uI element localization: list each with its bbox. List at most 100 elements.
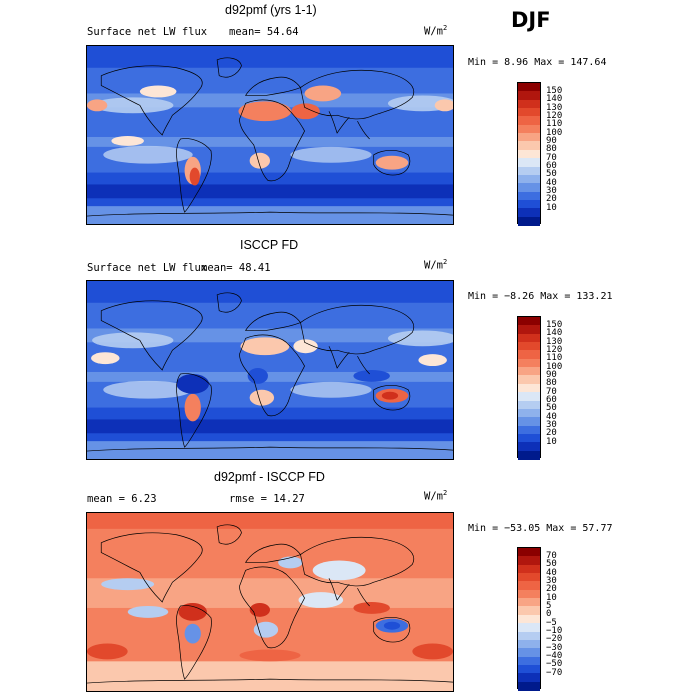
panel-1-variable: Surface net LW flux bbox=[87, 26, 208, 38]
field-contour bbox=[375, 155, 409, 170]
colorbar-swatch bbox=[518, 564, 540, 574]
field-contour bbox=[278, 556, 303, 569]
panel-2-variable: Surface net LW flux bbox=[87, 262, 208, 274]
colorbar-swatch bbox=[518, 673, 540, 683]
colorbar-tick-label: 5 bbox=[546, 600, 552, 611]
colorbar-swatch bbox=[518, 392, 540, 402]
colorbar-swatch bbox=[518, 408, 540, 418]
colorbar-swatch bbox=[518, 108, 540, 117]
field-contour bbox=[127, 605, 169, 618]
colorbar-tick-label: 10 bbox=[546, 592, 557, 603]
colorbar-swatch bbox=[518, 199, 540, 209]
field-contour bbox=[312, 560, 366, 581]
field-band bbox=[87, 441, 453, 459]
colorbar-swatch bbox=[518, 589, 540, 599]
field-band bbox=[87, 513, 453, 529]
colorbar-tick-label: −30 bbox=[546, 642, 563, 653]
colorbar-swatch bbox=[518, 149, 540, 159]
colorbar-swatch bbox=[518, 664, 540, 674]
colorbar-swatch bbox=[518, 124, 540, 134]
colorbar-tick-label: 80 bbox=[546, 144, 557, 155]
field-contour bbox=[92, 332, 174, 349]
coastline bbox=[216, 57, 242, 78]
panel-2-minmax: Min = −8.26 Max = 133.21 bbox=[468, 291, 613, 302]
coastline bbox=[373, 384, 411, 411]
colorbar-tick-label: 60 bbox=[546, 161, 557, 172]
panel-1-map bbox=[86, 45, 454, 225]
panel-1-title: d92pmf (yrs 1-1) bbox=[225, 3, 317, 17]
coastline bbox=[239, 334, 305, 417]
field-contour bbox=[249, 152, 270, 169]
colorbar-tick-label: 50 bbox=[546, 559, 557, 570]
field-contour bbox=[240, 337, 290, 356]
colorbar-tick-label: 0 bbox=[546, 609, 552, 620]
coastline bbox=[328, 346, 370, 375]
coastline bbox=[216, 292, 242, 313]
panel-3-title: d92pmf - ISCCP FD bbox=[214, 470, 325, 484]
colorbar-tick-label: 20 bbox=[546, 428, 557, 439]
field-band bbox=[87, 371, 453, 382]
colorbar-swatch bbox=[518, 216, 540, 226]
colorbar-swatch bbox=[518, 556, 540, 566]
panel-1-map-svg bbox=[87, 46, 453, 224]
colorbar-tick-label: 20 bbox=[546, 194, 557, 205]
colorbar-swatch bbox=[518, 91, 540, 101]
colorbar-swatch bbox=[518, 208, 540, 218]
field-band bbox=[87, 419, 453, 434]
field-contour bbox=[412, 643, 453, 660]
colorbar-tick-label: 110 bbox=[546, 119, 563, 130]
field-band bbox=[87, 661, 453, 691]
coastline bbox=[300, 304, 415, 355]
colorbar-swatch bbox=[518, 656, 540, 666]
field-contour bbox=[139, 85, 177, 98]
colorbar-tick-label: 60 bbox=[546, 395, 557, 406]
panel-2-map-svg bbox=[87, 281, 453, 459]
colorbar-tick-label: 130 bbox=[546, 102, 563, 113]
coastline bbox=[239, 99, 305, 182]
field-contour bbox=[293, 339, 318, 354]
colorbar-swatch bbox=[518, 631, 540, 641]
field-band bbox=[87, 281, 453, 303]
coastline bbox=[328, 578, 370, 607]
colorbar-swatch bbox=[518, 191, 540, 201]
coastline bbox=[373, 616, 411, 643]
colorbar-swatch bbox=[518, 400, 540, 410]
colorbar-swatch bbox=[518, 606, 540, 616]
colorbar-tick-label: −50 bbox=[546, 659, 563, 670]
colorbar-tick-label: 40 bbox=[546, 177, 557, 188]
panel-3-units: W/m2 bbox=[424, 489, 448, 503]
field-band bbox=[87, 136, 453, 147]
field-contour bbox=[178, 602, 207, 621]
coastline bbox=[239, 566, 305, 649]
colorbar-tick-label: 30 bbox=[546, 575, 557, 586]
field-contour bbox=[291, 103, 320, 120]
field-contour bbox=[304, 85, 342, 102]
panel-3-minmax: Min = −53.05 Max = 57.77 bbox=[468, 523, 613, 534]
coastline bbox=[300, 536, 415, 587]
colorbar-tick-label: 10 bbox=[546, 436, 557, 447]
colorbar-tick-label: 140 bbox=[546, 328, 563, 339]
colorbar-swatch bbox=[518, 383, 540, 393]
field-band bbox=[87, 206, 453, 224]
colorbar-swatch bbox=[518, 417, 540, 427]
field-contour bbox=[87, 99, 108, 112]
field-contour bbox=[381, 391, 399, 400]
field-contour bbox=[176, 373, 209, 394]
colorbar-tick-label: 80 bbox=[546, 378, 557, 389]
colorbar-swatch bbox=[518, 639, 540, 649]
colorbar-swatch bbox=[518, 166, 540, 176]
field-contour bbox=[92, 97, 174, 114]
coastline bbox=[100, 65, 203, 136]
panel-3-colorbar: 70 50 40 30 20 10 5 0 −5 −10 −20 −30 −40 −50 −70 bbox=[517, 547, 562, 691]
colorbar-tick-label: 10 bbox=[546, 202, 557, 213]
field-contour bbox=[239, 649, 301, 662]
colorbar-tick-label: 130 bbox=[546, 336, 563, 347]
panel-2-colorbar: 150 140 130 120 110 100 90 80 70 60 50 40 30 20 10 bbox=[517, 316, 562, 460]
colorbar-swatch bbox=[518, 317, 540, 326]
field-band bbox=[87, 46, 453, 68]
field-contour bbox=[434, 99, 453, 112]
colorbar-swatch bbox=[518, 342, 540, 351]
coastline bbox=[176, 605, 212, 680]
colorbar-tick-label: −20 bbox=[546, 634, 563, 645]
colorbar-swatch bbox=[518, 350, 540, 360]
